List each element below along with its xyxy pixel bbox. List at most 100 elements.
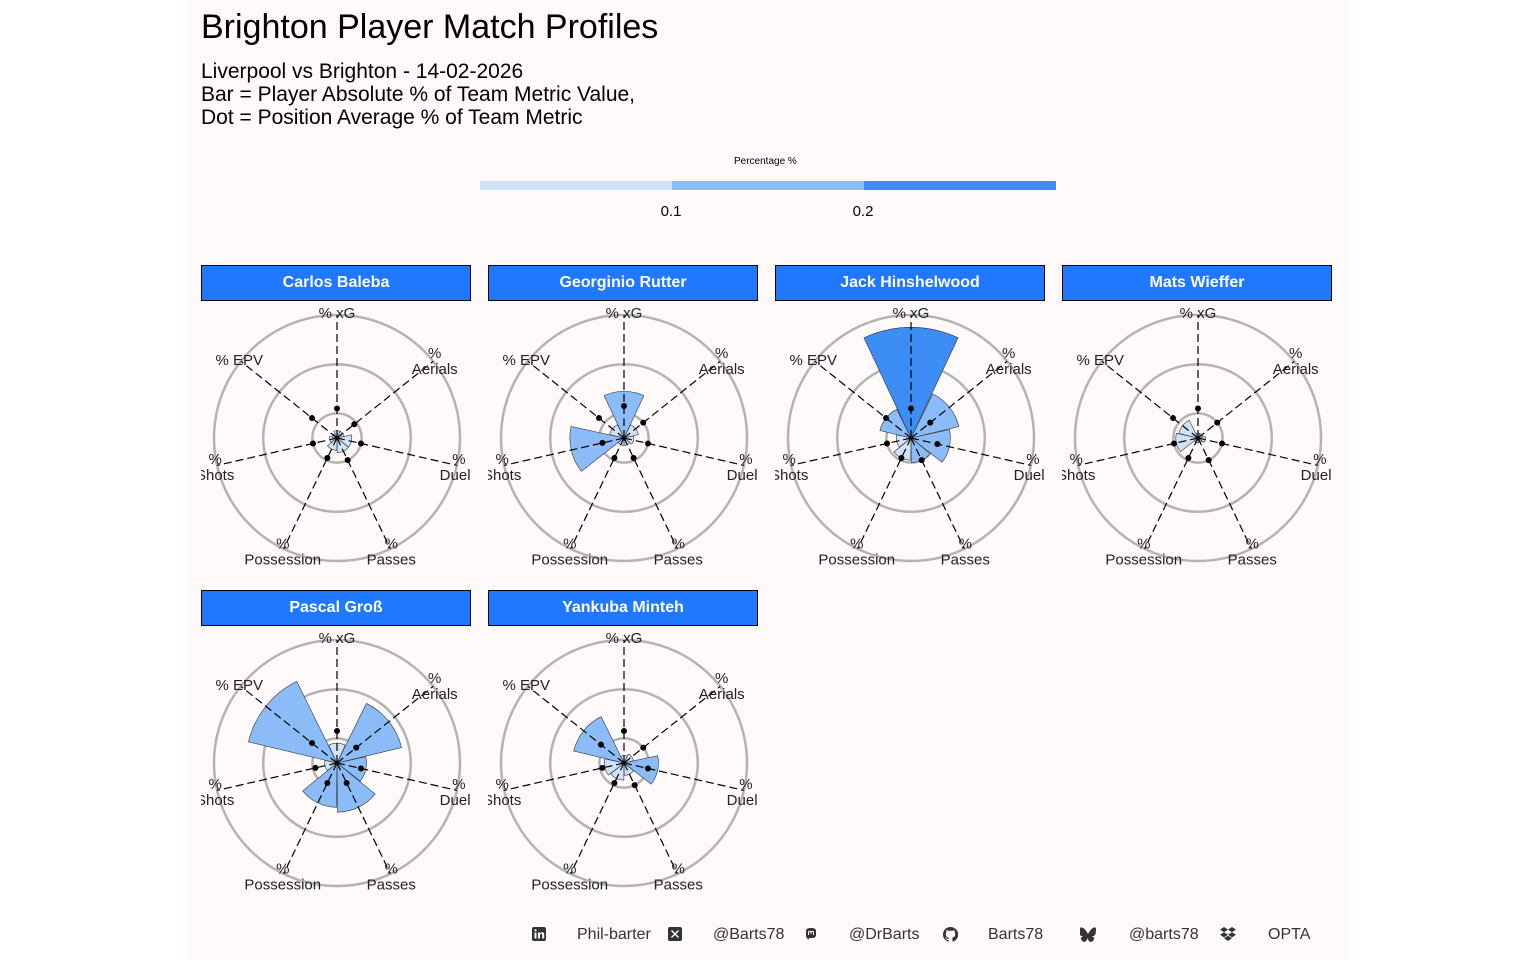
axis-spoke bbox=[336, 685, 434, 764]
position-average-dot bbox=[884, 440, 891, 447]
metric-label: % Possession bbox=[1105, 536, 1182, 569]
axis-spoke bbox=[336, 762, 391, 875]
position-average-dot bbox=[644, 440, 651, 447]
chart-title: Brighton Player Match Profiles bbox=[201, 8, 659, 46]
position-average-dot bbox=[640, 744, 647, 751]
metric-bar bbox=[302, 762, 338, 808]
axis-spoke bbox=[790, 437, 912, 466]
polar-chart: % xG %Aerials %Duels %Passes %Possession %Sho… bbox=[488, 305, 758, 569]
axis-spoke bbox=[1197, 437, 1319, 466]
position-average-dot bbox=[927, 419, 934, 426]
dropbox-icon bbox=[1220, 926, 1236, 942]
metric-label: % xG bbox=[319, 305, 356, 322]
position-average-dot bbox=[353, 744, 360, 751]
position-average-dot bbox=[934, 441, 941, 448]
metric-label: %Shots bbox=[488, 776, 521, 809]
chart-subtitle-line-2: Bar = Player Absolute % of Team Metric V… bbox=[201, 83, 636, 106]
metric-label: % EPV bbox=[790, 352, 838, 369]
footer-handle: @Barts78 bbox=[713, 926, 785, 943]
metric-label: % Aerials bbox=[1273, 345, 1319, 378]
metric-label: %Shots bbox=[775, 451, 808, 484]
metric-bar bbox=[623, 435, 635, 445]
position-average-dot bbox=[357, 440, 364, 447]
facet-strip-label: Mats Wieffer bbox=[1062, 265, 1332, 301]
metric-label: % Aerials bbox=[986, 345, 1032, 378]
position-average-dot bbox=[324, 454, 331, 461]
axis-spoke bbox=[1144, 437, 1199, 550]
position-average-dot bbox=[908, 405, 914, 412]
facet-strip-label: Georginio Rutter bbox=[488, 265, 758, 301]
axis-spoke bbox=[336, 437, 391, 550]
axis-spoke bbox=[623, 360, 721, 439]
legend-color-step-3 bbox=[864, 181, 1056, 190]
position-average-dot bbox=[1218, 440, 1225, 447]
legend-title: Percentage % bbox=[734, 156, 797, 167]
metric-label: % EPV bbox=[503, 677, 551, 694]
metric-label: % xG bbox=[893, 305, 930, 322]
metric-label: % Passes bbox=[367, 861, 416, 894]
axis-spoke bbox=[503, 762, 625, 791]
position-average-dot bbox=[640, 419, 647, 426]
grid-circle bbox=[212, 313, 462, 563]
chart-subtitle-line-3: Dot = Position Average % of Team Metric bbox=[201, 106, 583, 129]
polar-chart: % xG %Aerials %Duels %Passes %Possession %Sho… bbox=[775, 305, 1045, 569]
axis-spoke bbox=[1197, 437, 1252, 550]
axis-spoke bbox=[336, 437, 458, 466]
axis-spoke bbox=[570, 437, 625, 550]
position-average-dot bbox=[308, 740, 315, 747]
metric-label: % Passes bbox=[367, 536, 416, 569]
grid-circle bbox=[499, 313, 749, 563]
footer-handle: @DrBarts bbox=[849, 926, 920, 943]
axis-spoke bbox=[503, 437, 625, 466]
axis-spoke bbox=[527, 360, 625, 439]
axis-spoke bbox=[1101, 360, 1199, 439]
axis-spoke bbox=[910, 360, 1008, 439]
position-average-dot bbox=[344, 457, 351, 464]
position-average-dot bbox=[334, 728, 340, 735]
metric-label: % Possession bbox=[531, 536, 608, 569]
metric-label: % Aerials bbox=[699, 345, 745, 378]
axis-spoke bbox=[336, 762, 458, 791]
position-average-dot bbox=[630, 454, 637, 461]
axis-spoke bbox=[216, 437, 338, 466]
metric-label: % Possession bbox=[531, 861, 608, 894]
grid-circle bbox=[1073, 313, 1323, 563]
metric-label: % EPV bbox=[1077, 352, 1125, 369]
footer-handle: OPTA bbox=[1268, 926, 1311, 943]
facet-strip-label: Jack Hinshelwood bbox=[775, 265, 1045, 301]
position-average-dot bbox=[595, 415, 602, 422]
position-average-dot bbox=[1214, 419, 1221, 426]
polar-chart: % xG %Aerials %Duels %Passes %Possession %Sho… bbox=[201, 630, 471, 894]
mastodon-icon bbox=[803, 926, 819, 942]
position-average-dot bbox=[611, 779, 618, 786]
position-average-dot bbox=[357, 765, 364, 772]
metric-bar bbox=[623, 755, 659, 785]
position-average-dot bbox=[631, 782, 638, 789]
metric-label: % Aerials bbox=[412, 670, 458, 703]
polar-chart: % xG %Aerials %Duels %Passes %Possession %Sho… bbox=[1062, 305, 1332, 569]
metric-label: % Possession bbox=[244, 536, 321, 569]
position-average-dot bbox=[898, 454, 905, 461]
metric-label: % EPV bbox=[216, 677, 264, 694]
metric-label: %Duels bbox=[727, 776, 758, 809]
metric-bar bbox=[603, 390, 645, 439]
position-average-dot bbox=[597, 741, 604, 748]
position-average-dot bbox=[351, 421, 358, 428]
metric-label: % xG bbox=[319, 630, 356, 647]
legend-color-step-2 bbox=[672, 181, 864, 190]
metric-label: % Passes bbox=[654, 536, 703, 569]
bluesky-icon bbox=[1080, 926, 1096, 942]
facet-strip-label: Carlos Baleba bbox=[201, 265, 471, 301]
position-average-dot bbox=[918, 457, 925, 464]
axis-spoke bbox=[910, 437, 1032, 466]
footer-handle: Barts78 bbox=[988, 926, 1044, 943]
position-average-dot bbox=[334, 405, 340, 412]
metric-label: %Shots bbox=[201, 451, 234, 484]
metric-label: % xG bbox=[1180, 305, 1217, 322]
metric-label: % Passes bbox=[941, 536, 990, 569]
github-icon bbox=[942, 926, 958, 942]
position-average-dot bbox=[882, 415, 889, 422]
position-average-dot bbox=[1169, 415, 1176, 422]
metric-label: %Shots bbox=[1062, 451, 1095, 484]
metric-label: %Duels bbox=[440, 776, 471, 809]
